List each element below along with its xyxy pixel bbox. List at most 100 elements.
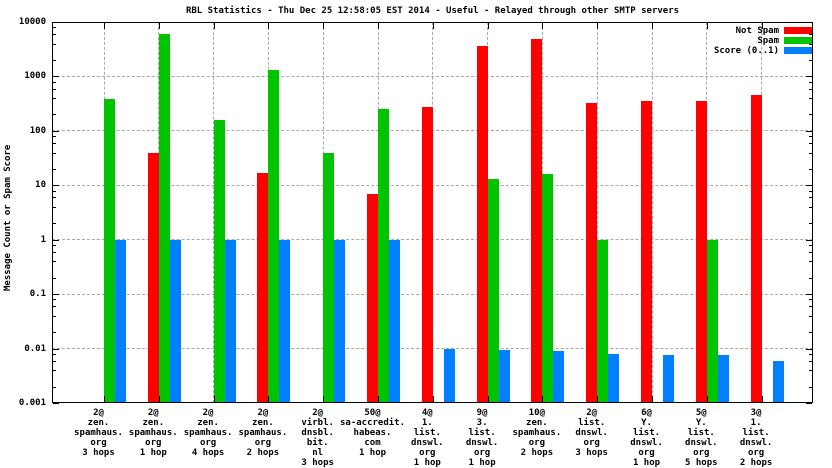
bar-not-spam [586, 102, 598, 403]
x-tick [323, 396, 325, 402]
y-minor-tick [809, 190, 812, 192]
chart-title: RBL Statistics - Thu Dec 25 12:58:05 EST… [185, 6, 680, 16]
y-minor-tick [53, 81, 56, 83]
y-minor-tick [809, 332, 812, 334]
legend-label: Spam [757, 35, 779, 46]
x-tick [706, 23, 708, 29]
y-minor-tick [809, 206, 812, 208]
x-tick [378, 23, 379, 29]
x-tick-label: 2@ zen. spamhaus. org 2 hops [238, 408, 288, 458]
y-minor-tick [809, 306, 812, 308]
x-tick [104, 396, 105, 402]
y-tick-label: 10 [35, 180, 46, 191]
bar-not-spam [367, 193, 378, 403]
y-major-tick [806, 239, 812, 241]
y-minor-tick [53, 353, 56, 355]
y-minor-tick [809, 142, 812, 144]
x-tick [761, 23, 763, 29]
bar-spam [487, 179, 499, 403]
x-tick-label: 2@ list. dnswl. org 3 hops [575, 408, 608, 458]
y-major-tick [53, 130, 59, 132]
y-major-tick [806, 76, 812, 78]
bar-spam [542, 174, 554, 403]
y-tick-label: 1000 [24, 71, 46, 82]
x-tick [213, 396, 215, 402]
bar-score-0-1 [443, 348, 455, 403]
y-minor-tick [53, 370, 56, 372]
x-tick [597, 396, 599, 402]
y-minor-tick [809, 353, 812, 355]
y-minor-tick [53, 27, 56, 29]
y-major-tick [53, 348, 59, 350]
bar-score-0-1 [553, 351, 565, 403]
x-tick-label: 5@ Y. list. dnswl. org 5 hops [685, 408, 718, 468]
y-minor-tick [53, 251, 56, 253]
y-major-tick [806, 348, 812, 350]
x-tick-label: 9@ 3. list. dnswl. org 1 hop [465, 408, 499, 468]
x-gridline [761, 22, 763, 403]
y-minor-tick [53, 114, 56, 116]
plot-frame [52, 22, 813, 403]
x-tick-label: 2@ zen. spamhaus. org 3 hops [74, 408, 123, 458]
x-tick [761, 396, 763, 402]
y-minor-tick [53, 360, 56, 362]
x-tick-label: 3@ 1. list. dnswl. org 2 hops [739, 408, 773, 468]
y-minor-tick [809, 386, 812, 388]
y-minor-tick [809, 315, 812, 317]
x-tick [432, 396, 434, 402]
x-gridline [706, 22, 708, 403]
bar-spam [323, 152, 335, 403]
y-major-tick [53, 22, 59, 23]
y-minor-tick [809, 197, 812, 199]
x-tick [323, 23, 325, 29]
y-minor-tick [53, 332, 56, 334]
x-gridline [651, 22, 653, 403]
y-minor-tick [53, 306, 56, 308]
y-major-tick [806, 130, 812, 132]
bar-not-spam [257, 172, 269, 403]
legend-entry: Not Spam [560, 25, 812, 36]
x-tick [432, 23, 434, 29]
y-tick-label: 10000 [18, 17, 46, 27]
legend-swatch [784, 47, 812, 54]
y-minor-tick [809, 244, 812, 246]
bar-not-spam [750, 95, 762, 403]
bar-score-0-1 [717, 355, 729, 403]
bar-spam [158, 34, 170, 403]
x-tick [378, 396, 379, 402]
y-minor-tick [809, 43, 812, 45]
y-minor-tick [809, 98, 812, 100]
bar-score-0-1 [772, 360, 784, 403]
legend-label: Not Spam [735, 25, 779, 36]
bar-score-0-1 [389, 239, 400, 403]
y-minor-tick [809, 88, 812, 90]
bar-spam [706, 239, 718, 403]
y-minor-tick [53, 223, 56, 225]
y-minor-tick [53, 34, 56, 36]
y-major-tick [53, 239, 59, 241]
y-major-tick [53, 185, 59, 187]
y-major-tick [53, 294, 59, 296]
x-tick-label: 2@ zen. spamhaus. org 4 hops [183, 408, 233, 458]
y-minor-tick [53, 299, 56, 301]
y-minor-tick [53, 277, 56, 279]
bar-score-0-1 [498, 349, 510, 403]
y-minor-tick [809, 136, 812, 138]
y-minor-tick [53, 136, 56, 138]
x-tick [268, 23, 270, 29]
bar-spam [378, 109, 389, 403]
y-minor-tick [53, 386, 56, 388]
y-minor-tick [809, 81, 812, 83]
bar-spam [104, 98, 115, 403]
x-tick-label: 4@ 1. list. dnswl. org 1 hop [411, 408, 444, 468]
bar-score-0-1 [608, 353, 620, 403]
x-tick [104, 23, 105, 29]
y-minor-tick [53, 244, 56, 246]
x-tick [268, 396, 270, 402]
y-minor-tick [53, 261, 56, 263]
y-minor-tick [809, 60, 812, 62]
y-minor-tick [809, 223, 812, 225]
y-minor-tick [53, 197, 56, 199]
bar-spam [268, 70, 280, 403]
